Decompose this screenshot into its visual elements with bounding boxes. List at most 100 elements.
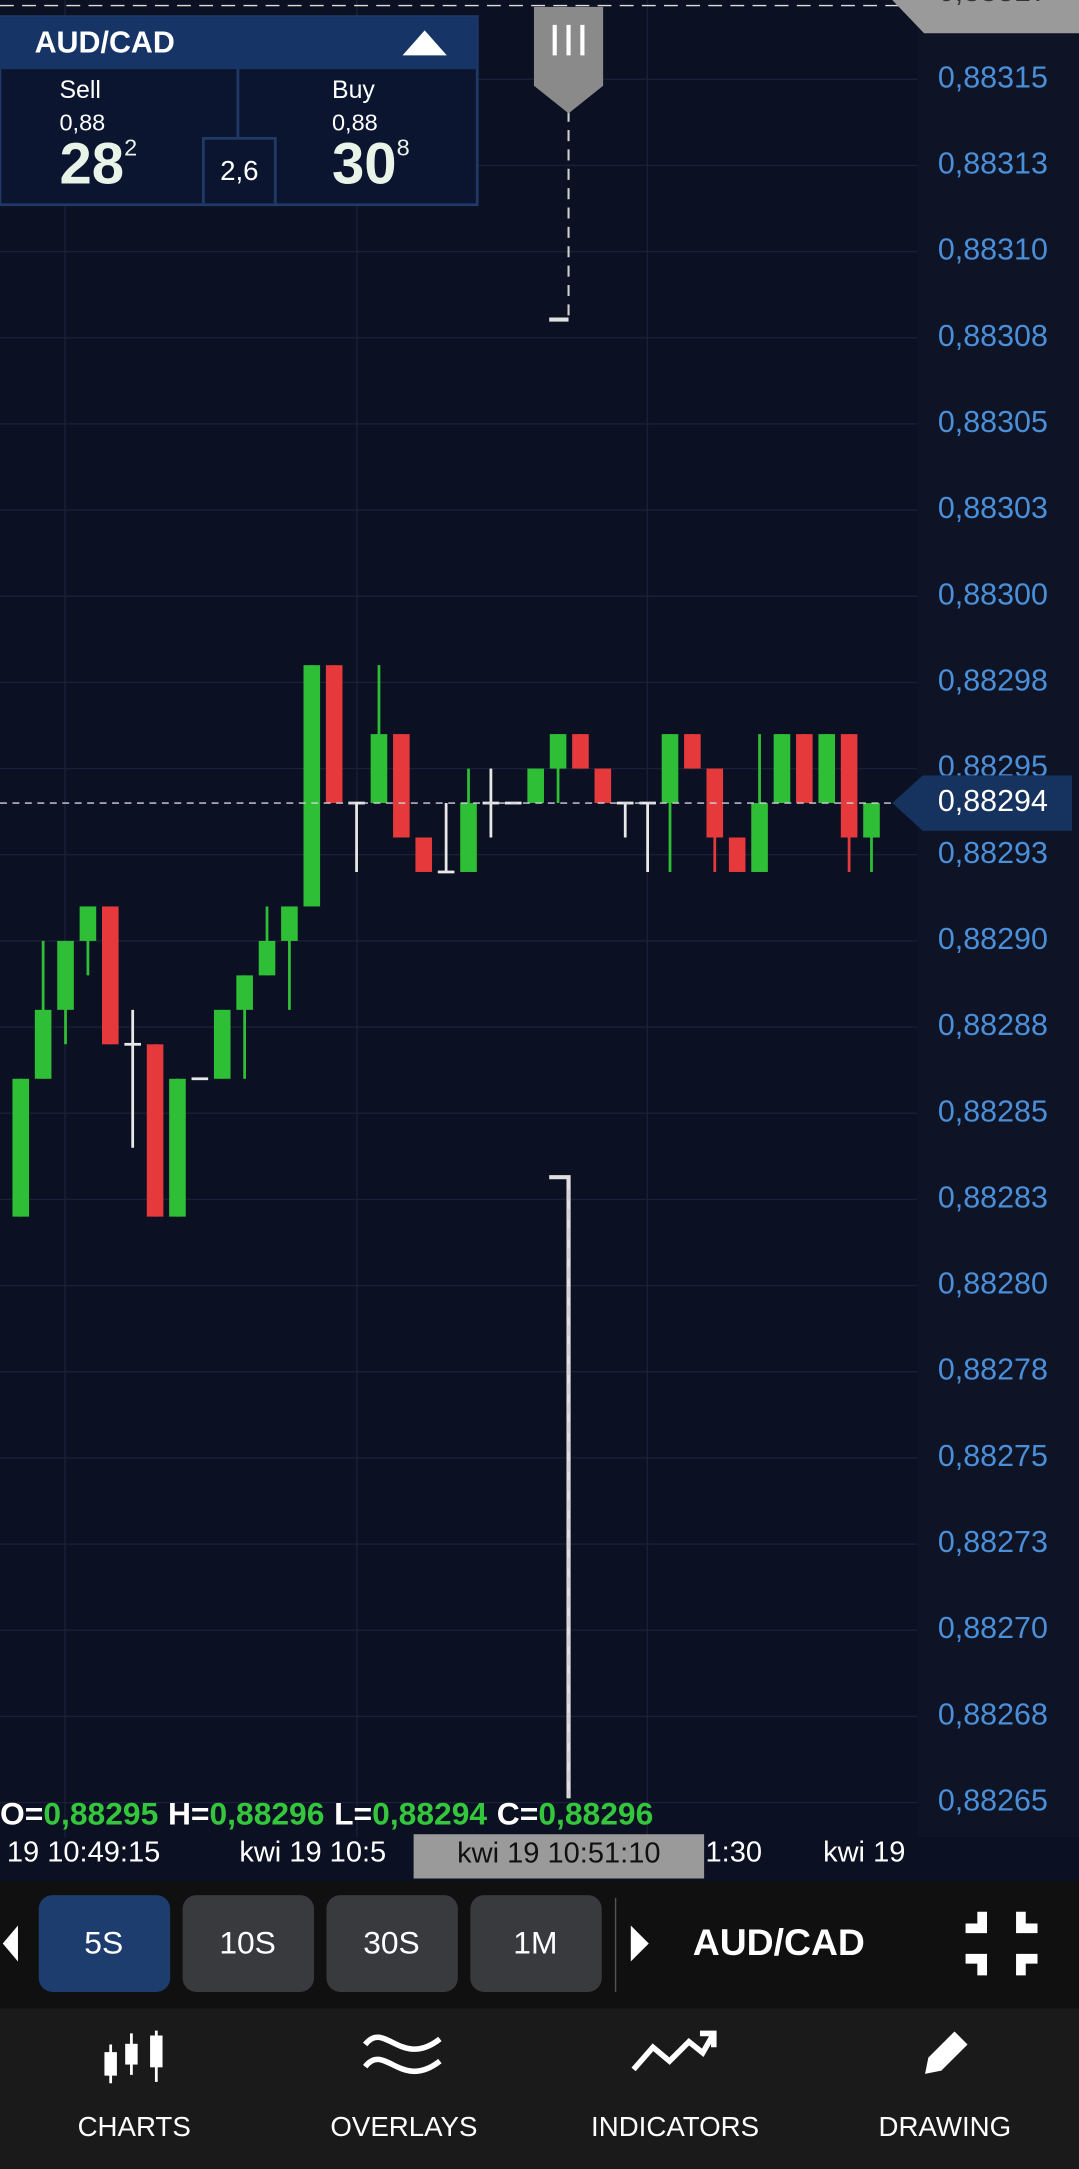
candle-body <box>661 734 679 804</box>
scroll-left[interactable] <box>2 1925 18 1962</box>
candle-body <box>348 801 365 805</box>
candle-body <box>102 906 119 1045</box>
buy-label: Buy <box>332 76 375 104</box>
candle-body <box>281 906 298 941</box>
y-tick-label: 0,88265 <box>938 1784 1048 1818</box>
collapse-icon[interactable] <box>402 30 447 56</box>
candle-body <box>325 665 343 804</box>
y-tick-label: 0,88280 <box>938 1267 1048 1301</box>
candle-body <box>169 1078 186 1217</box>
candle-body <box>460 803 477 872</box>
candle-body <box>415 837 433 872</box>
top-price-tag <box>892 0 1079 34</box>
spread-box <box>201 136 277 207</box>
candle-body <box>236 975 253 1010</box>
drawing-icon <box>925 2031 968 2074</box>
timeframe-label[interactable]: 30S <box>363 1924 420 1960</box>
sell-prefix: 0,88 <box>59 110 105 136</box>
nav-label[interactable]: OVERLAYS <box>330 2111 477 2142</box>
candle-body <box>594 768 612 804</box>
candle-body <box>303 665 321 907</box>
sell-price[interactable]: 282 <box>59 132 137 197</box>
candle-body <box>124 1042 141 1046</box>
y-tick-label: 0,88310 <box>938 233 1048 267</box>
candle-body <box>370 734 388 804</box>
y-tick-label: 0,88268 <box>938 1697 1048 1731</box>
charts-icon <box>125 2043 138 2065</box>
y-tick-label: 0,88300 <box>938 577 1048 611</box>
y-tick-label: 0,88290 <box>938 922 1048 956</box>
x-tick-label: kwi 19 10:5 <box>239 1836 386 1868</box>
cursor-time-bg <box>413 1834 705 1879</box>
candle-body <box>191 1077 209 1081</box>
last-price-tag <box>892 775 1073 831</box>
timeframe-label[interactable]: 5S <box>84 1924 123 1960</box>
candle-body <box>527 768 544 804</box>
buy-small: 8 <box>397 135 410 161</box>
nav-label[interactable]: DRAWING <box>878 2111 1011 2142</box>
candle-body <box>79 906 97 941</box>
ohlc-value: 0,88296 <box>209 1796 324 1832</box>
y-tick-label: 0,88285 <box>938 1094 1048 1128</box>
y-tick-label: 0,88293 <box>938 836 1048 870</box>
indicators-icon <box>631 2030 717 2072</box>
toolbar-symbol[interactable]: AUD/CAD <box>693 1921 865 1963</box>
candle-body <box>773 734 791 804</box>
timeframe-label[interactable]: 10S <box>219 1924 276 1960</box>
symbol: AUD/CAD <box>35 25 175 59</box>
nav-label[interactable]: CHARTS <box>78 2111 191 2142</box>
ohlc-key: O= <box>0 1796 43 1832</box>
y-tick-label: 0,88313 <box>938 146 1048 180</box>
candle-body <box>213 1009 231 1079</box>
top-price-label: 0,88317 <box>938 0 1048 8</box>
buy-price[interactable]: 308 <box>332 132 410 197</box>
timeframe-label[interactable]: 1M <box>513 1924 557 1960</box>
grid: 0,883170,883150,883130,883100,883080,883… <box>0 0 1048 1838</box>
last-price-label: 0,88294 <box>938 784 1048 818</box>
charts-icon <box>104 2052 117 2076</box>
exit-fullscreen[interactable] <box>965 1911 1038 1976</box>
sell-small: 2 <box>124 135 137 161</box>
candles <box>12 665 880 1217</box>
price-axis-bg <box>917 0 1079 1838</box>
candle-body <box>863 803 880 838</box>
y-tick-label: 0,88270 <box>938 1611 1048 1645</box>
candle-body <box>572 734 589 769</box>
candle-body <box>796 734 813 804</box>
spread: 2,6 <box>220 155 258 186</box>
y-tick-label: 0,88288 <box>938 1008 1048 1042</box>
buy-prefix: 0,88 <box>332 110 378 136</box>
crosshair-handle[interactable] <box>533 6 604 114</box>
y-tick-label: 0,88298 <box>938 663 1048 697</box>
buy-big: 30 <box>332 132 397 197</box>
x-tick-label: kwi 19 <box>823 1836 905 1868</box>
timeframe-button[interactable] <box>38 1895 171 1992</box>
nav-label[interactable]: INDICATORS <box>591 2111 759 2142</box>
y-tick-label: 0,88278 <box>938 1353 1048 1387</box>
candle-body <box>549 734 567 769</box>
y-tick-label: 0,88273 <box>938 1525 1048 1559</box>
panel-header <box>0 16 478 70</box>
crosshair-bracket <box>549 317 571 1799</box>
candle-body <box>393 734 410 838</box>
candle-body <box>437 870 455 874</box>
y-tick-label: 0,88283 <box>938 1180 1048 1214</box>
y-tick-label: 0,88275 <box>938 1439 1048 1473</box>
scroll-right[interactable] <box>630 1925 649 1962</box>
y-tick-label: 0,88315 <box>938 60 1048 94</box>
timeframe-button[interactable] <box>326 1895 458 1992</box>
nav-icons <box>104 2030 968 2084</box>
timeframe-button[interactable] <box>470 1895 602 1992</box>
ohlc-readout: O=0,88295 H=0,88296 L=0,88294 C=0,88296 <box>0 1796 653 1832</box>
x-tick-label: 19 10:49:15 <box>7 1836 160 1868</box>
candle-body <box>818 734 836 804</box>
timeframe-button[interactable] <box>182 1895 315 1992</box>
y-tick-label: 0,88308 <box>938 319 1048 353</box>
handle-grip <box>552 24 585 56</box>
ohlc-key: L= <box>334 1796 372 1832</box>
x-tick-label: 1:30 <box>706 1836 763 1868</box>
ohlc-value: 0,88296 <box>538 1796 653 1832</box>
bottom-nav <box>0 2008 1079 2169</box>
candle-body <box>146 1044 164 1217</box>
